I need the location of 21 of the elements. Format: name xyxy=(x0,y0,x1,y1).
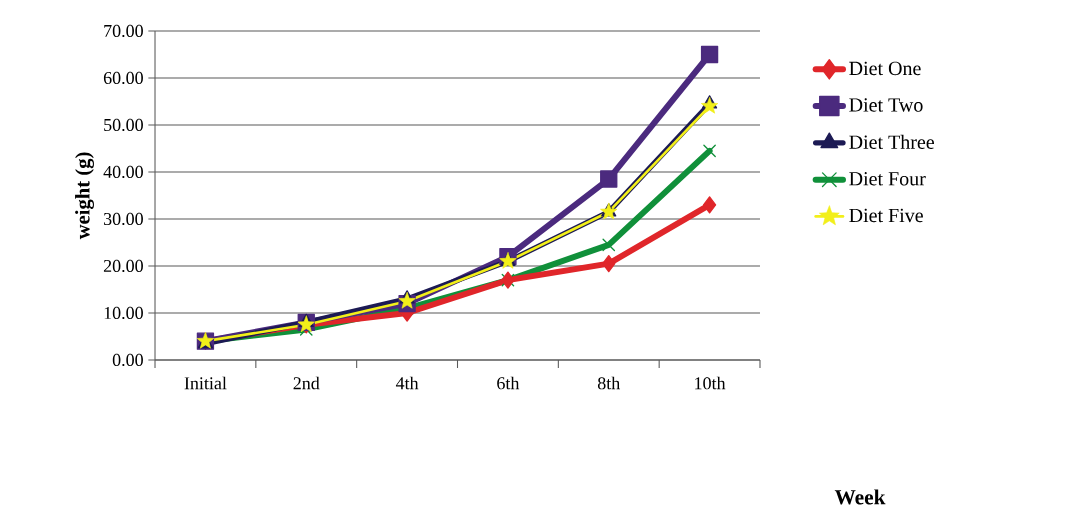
legend-label: Diet Two xyxy=(849,98,923,112)
y-tick-label: 30.00 xyxy=(103,212,143,226)
legend-label: Diet Three xyxy=(849,134,934,149)
legend-label: Diet Five xyxy=(849,208,923,223)
legend-label: Diet One xyxy=(849,61,921,76)
x-tick-label: 2nd xyxy=(293,376,320,390)
x-tick-label: 4th xyxy=(395,376,419,390)
y-tick-label: 10.00 xyxy=(104,306,143,320)
legend-label: Diet Four xyxy=(849,172,926,186)
y-tick-label: 60.00 xyxy=(103,71,143,85)
x-tick-label: 10th xyxy=(695,376,726,390)
y-tick-label: 0.00 xyxy=(112,353,143,367)
y-tick-label: 20.00 xyxy=(103,259,143,273)
x-tick-label: 8th xyxy=(597,376,621,390)
y-tick-label: 40.00 xyxy=(103,165,143,179)
x-tick-label: 6th xyxy=(497,376,520,390)
y-tick-label: 70.00 xyxy=(104,24,143,38)
x-tick-label: Initial xyxy=(184,376,227,390)
y-axis-title: weight (g) xyxy=(75,152,94,240)
y-tick-label: 50.00 xyxy=(104,118,143,132)
text: Week xyxy=(834,489,886,505)
